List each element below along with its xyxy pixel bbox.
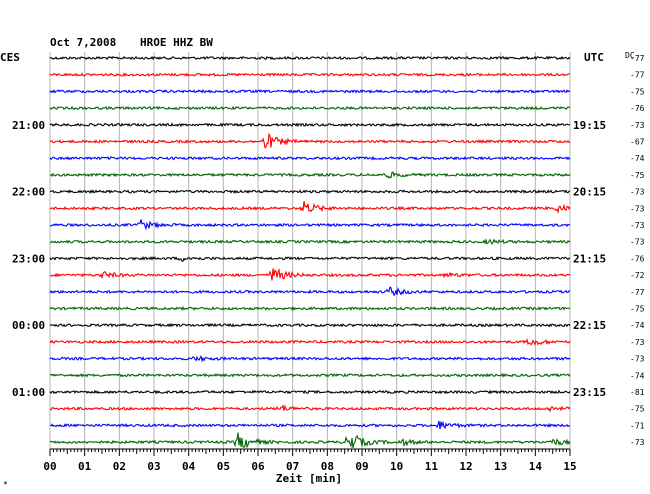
x-axis-tick-label: 12 xyxy=(459,460,472,473)
dc-offset-value: -76 xyxy=(630,104,645,113)
x-axis-tick-label: 01 xyxy=(78,460,92,473)
dc-offset-value: -75 xyxy=(630,305,645,314)
dc-offset-value: -73 xyxy=(630,338,645,347)
dc-offset-value: -75 xyxy=(630,405,645,414)
dc-offset-value: -75 xyxy=(630,171,645,180)
trace-row xyxy=(49,256,571,262)
dc-offset-value: -73 xyxy=(630,238,645,247)
x-axis-label: Zeit [min] xyxy=(276,472,342,485)
dc-offset-value: -74 xyxy=(630,371,645,380)
dc-offset-value: -73 xyxy=(630,221,645,230)
dc-offset-value: -71 xyxy=(630,421,645,430)
x-axis-tick-label: 09 xyxy=(355,460,368,473)
right-time-label: 23:15 xyxy=(573,386,606,399)
left-time-label: 21:00 xyxy=(12,119,45,132)
trace-row xyxy=(49,105,571,111)
x-axis-tick-label: 06 xyxy=(251,460,265,473)
right-time-label: 22:15 xyxy=(573,319,606,332)
dc-offset-value: -73 xyxy=(630,121,645,130)
dc-offset-value: -73 xyxy=(630,204,645,213)
trace-group xyxy=(49,55,571,449)
right-time-labels: 19:15 20:15 21:15 22:15 23:15 xyxy=(573,119,606,399)
left-time-labels: 21:00 22:00 23:00 00:00 01:00 xyxy=(12,119,45,399)
trace-row xyxy=(49,155,571,161)
left-timezone-label: CES xyxy=(0,51,20,64)
trace-row xyxy=(50,219,571,231)
trace-row xyxy=(49,305,571,311)
left-time-label: 01:00 xyxy=(12,386,45,399)
x-axis-tick-label: 10 xyxy=(390,460,403,473)
x-axis-tick-label: 13 xyxy=(494,460,507,473)
dc-offset-value: -81 xyxy=(630,388,645,397)
x-axis-tick-label: 03 xyxy=(147,460,160,473)
trace-row xyxy=(49,267,571,281)
dc-offset-value: -74 xyxy=(630,321,645,330)
trace-row xyxy=(49,238,571,245)
trace-row xyxy=(49,189,571,195)
dc-offset-values: -77 -77 -75 -76 -73 -67 -74 -75 -73 -73 -73 -73 -76 -… xyxy=(630,54,645,447)
dc-offset-value: -73 xyxy=(630,438,645,447)
trace-row xyxy=(49,322,571,328)
trace-row xyxy=(49,338,571,346)
x-axis: 00 01 02 03 04 05 06 07 08 09 10 11 12 13 14 15 xyxy=(43,448,577,473)
left-time-label: 22:00 xyxy=(12,186,45,199)
dc-offset-value: -73 xyxy=(630,188,645,197)
trace-row xyxy=(49,432,571,449)
x-axis-tick-label: 11 xyxy=(425,460,439,473)
trace-row xyxy=(49,372,571,378)
trace-row xyxy=(49,286,571,297)
trace-row xyxy=(49,88,571,94)
trace-row xyxy=(49,354,571,363)
station-label: HROE HHZ BW xyxy=(140,36,213,49)
trace-row xyxy=(49,122,571,128)
dc-offset-value: -76 xyxy=(630,254,645,263)
dc-offset-value: -77 xyxy=(630,288,645,297)
corner-mark: * xyxy=(3,480,8,489)
trace-row xyxy=(49,201,571,214)
x-axis-tick-label: 05 xyxy=(217,460,230,473)
trace-row xyxy=(49,55,571,61)
right-timezone-label: UTC xyxy=(584,51,604,64)
trace-row xyxy=(49,132,571,149)
trace-row xyxy=(49,404,571,413)
left-time-label: 23:00 xyxy=(12,252,45,265)
trace-row xyxy=(49,420,571,430)
dc-offset-value: -72 xyxy=(630,271,645,280)
x-axis-tick-label: 15 xyxy=(563,460,576,473)
dc-offset-value: -67 xyxy=(630,138,645,147)
dc-offset-value: -75 xyxy=(630,87,645,96)
dc-offset-value: -77 xyxy=(630,54,645,63)
x-axis-tick-label: 14 xyxy=(529,460,543,473)
dc-offset-value: -73 xyxy=(630,355,645,364)
trace-row xyxy=(49,171,571,179)
right-time-label: 19:15 xyxy=(573,119,606,132)
x-axis-tick-label: 00 xyxy=(43,460,56,473)
right-time-label: 20:15 xyxy=(573,186,606,199)
dc-label: DC xyxy=(625,51,635,60)
right-time-label: 21:15 xyxy=(573,252,606,265)
grid-lines xyxy=(49,52,571,449)
left-time-label: 00:00 xyxy=(12,319,45,332)
x-axis-tick-label: 02 xyxy=(113,460,126,473)
trace-row xyxy=(49,389,571,395)
x-axis-tick-label: 08 xyxy=(321,460,334,473)
date-label: Oct 7,2008 xyxy=(50,36,116,49)
x-axis-tick-label: 04 xyxy=(182,460,196,473)
dc-offset-value: -77 xyxy=(630,71,645,80)
x-axis-tick-label: 07 xyxy=(286,460,299,473)
trace-row xyxy=(49,72,571,78)
dc-offset-value: -74 xyxy=(630,154,645,163)
